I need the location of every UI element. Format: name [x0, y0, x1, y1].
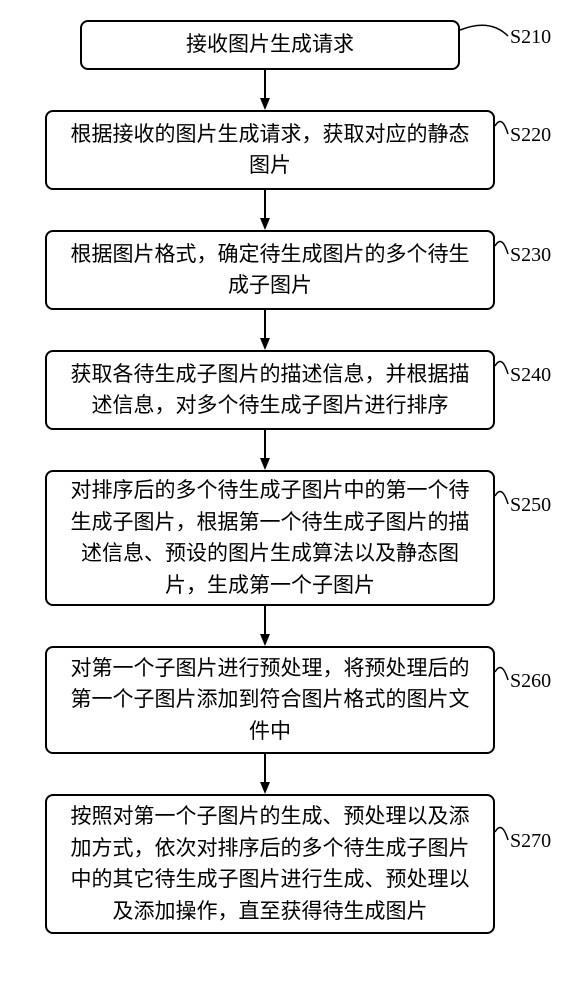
- flow-node-7-text: 按照对第一个子图片的生成、预处理以及添加方式，依次对排序后的多个待生成子图片中的…: [61, 801, 479, 927]
- flow-node-1: 接收图片生成请求: [80, 20, 460, 70]
- flow-node-5-text: 对排序后的多个待生成子图片中的第一个待生成子图片，根据第一个待生成子图片的描述信…: [61, 475, 479, 601]
- flowchart-canvas: 接收图片生成请求 根据接收的图片生成请求，获取对应的静态图片 根据图片格式，确定…: [0, 0, 565, 1000]
- flow-node-6: 对第一个子图片进行预处理，将预处理后的第一个子图片添加到符合图片格式的图片文件中: [45, 646, 495, 754]
- flow-node-3: 根据图片格式，确定待生成图片的多个待生成子图片: [45, 230, 495, 310]
- step-label-2: S220: [510, 124, 551, 147]
- step-label-1: S210: [510, 26, 551, 49]
- step-label-3: S230: [510, 244, 551, 267]
- flow-node-3-text: 根据图片格式，确定待生成图片的多个待生成子图片: [61, 239, 479, 302]
- flow-node-5: 对排序后的多个待生成子图片中的第一个待生成子图片，根据第一个待生成子图片的描述信…: [45, 470, 495, 606]
- step-label-5: S250: [510, 494, 551, 517]
- step-label-7: S270: [510, 830, 551, 853]
- flow-node-2-text: 根据接收的图片生成请求，获取对应的静态图片: [61, 119, 479, 182]
- flow-node-4-text: 获取各待生成子图片的描述信息，并根据描述信息，对多个待生成子图片进行排序: [61, 359, 479, 422]
- step-label-6: S260: [510, 670, 551, 693]
- flow-node-2: 根据接收的图片生成请求，获取对应的静态图片: [45, 110, 495, 190]
- flow-node-6-text: 对第一个子图片进行预处理，将预处理后的第一个子图片添加到符合图片格式的图片文件中: [61, 653, 479, 748]
- flow-node-4: 获取各待生成子图片的描述信息，并根据描述信息，对多个待生成子图片进行排序: [45, 350, 495, 430]
- flow-node-1-text: 接收图片生成请求: [186, 29, 354, 61]
- step-label-4: S240: [510, 364, 551, 387]
- flow-node-7: 按照对第一个子图片的生成、预处理以及添加方式，依次对排序后的多个待生成子图片中的…: [45, 794, 495, 934]
